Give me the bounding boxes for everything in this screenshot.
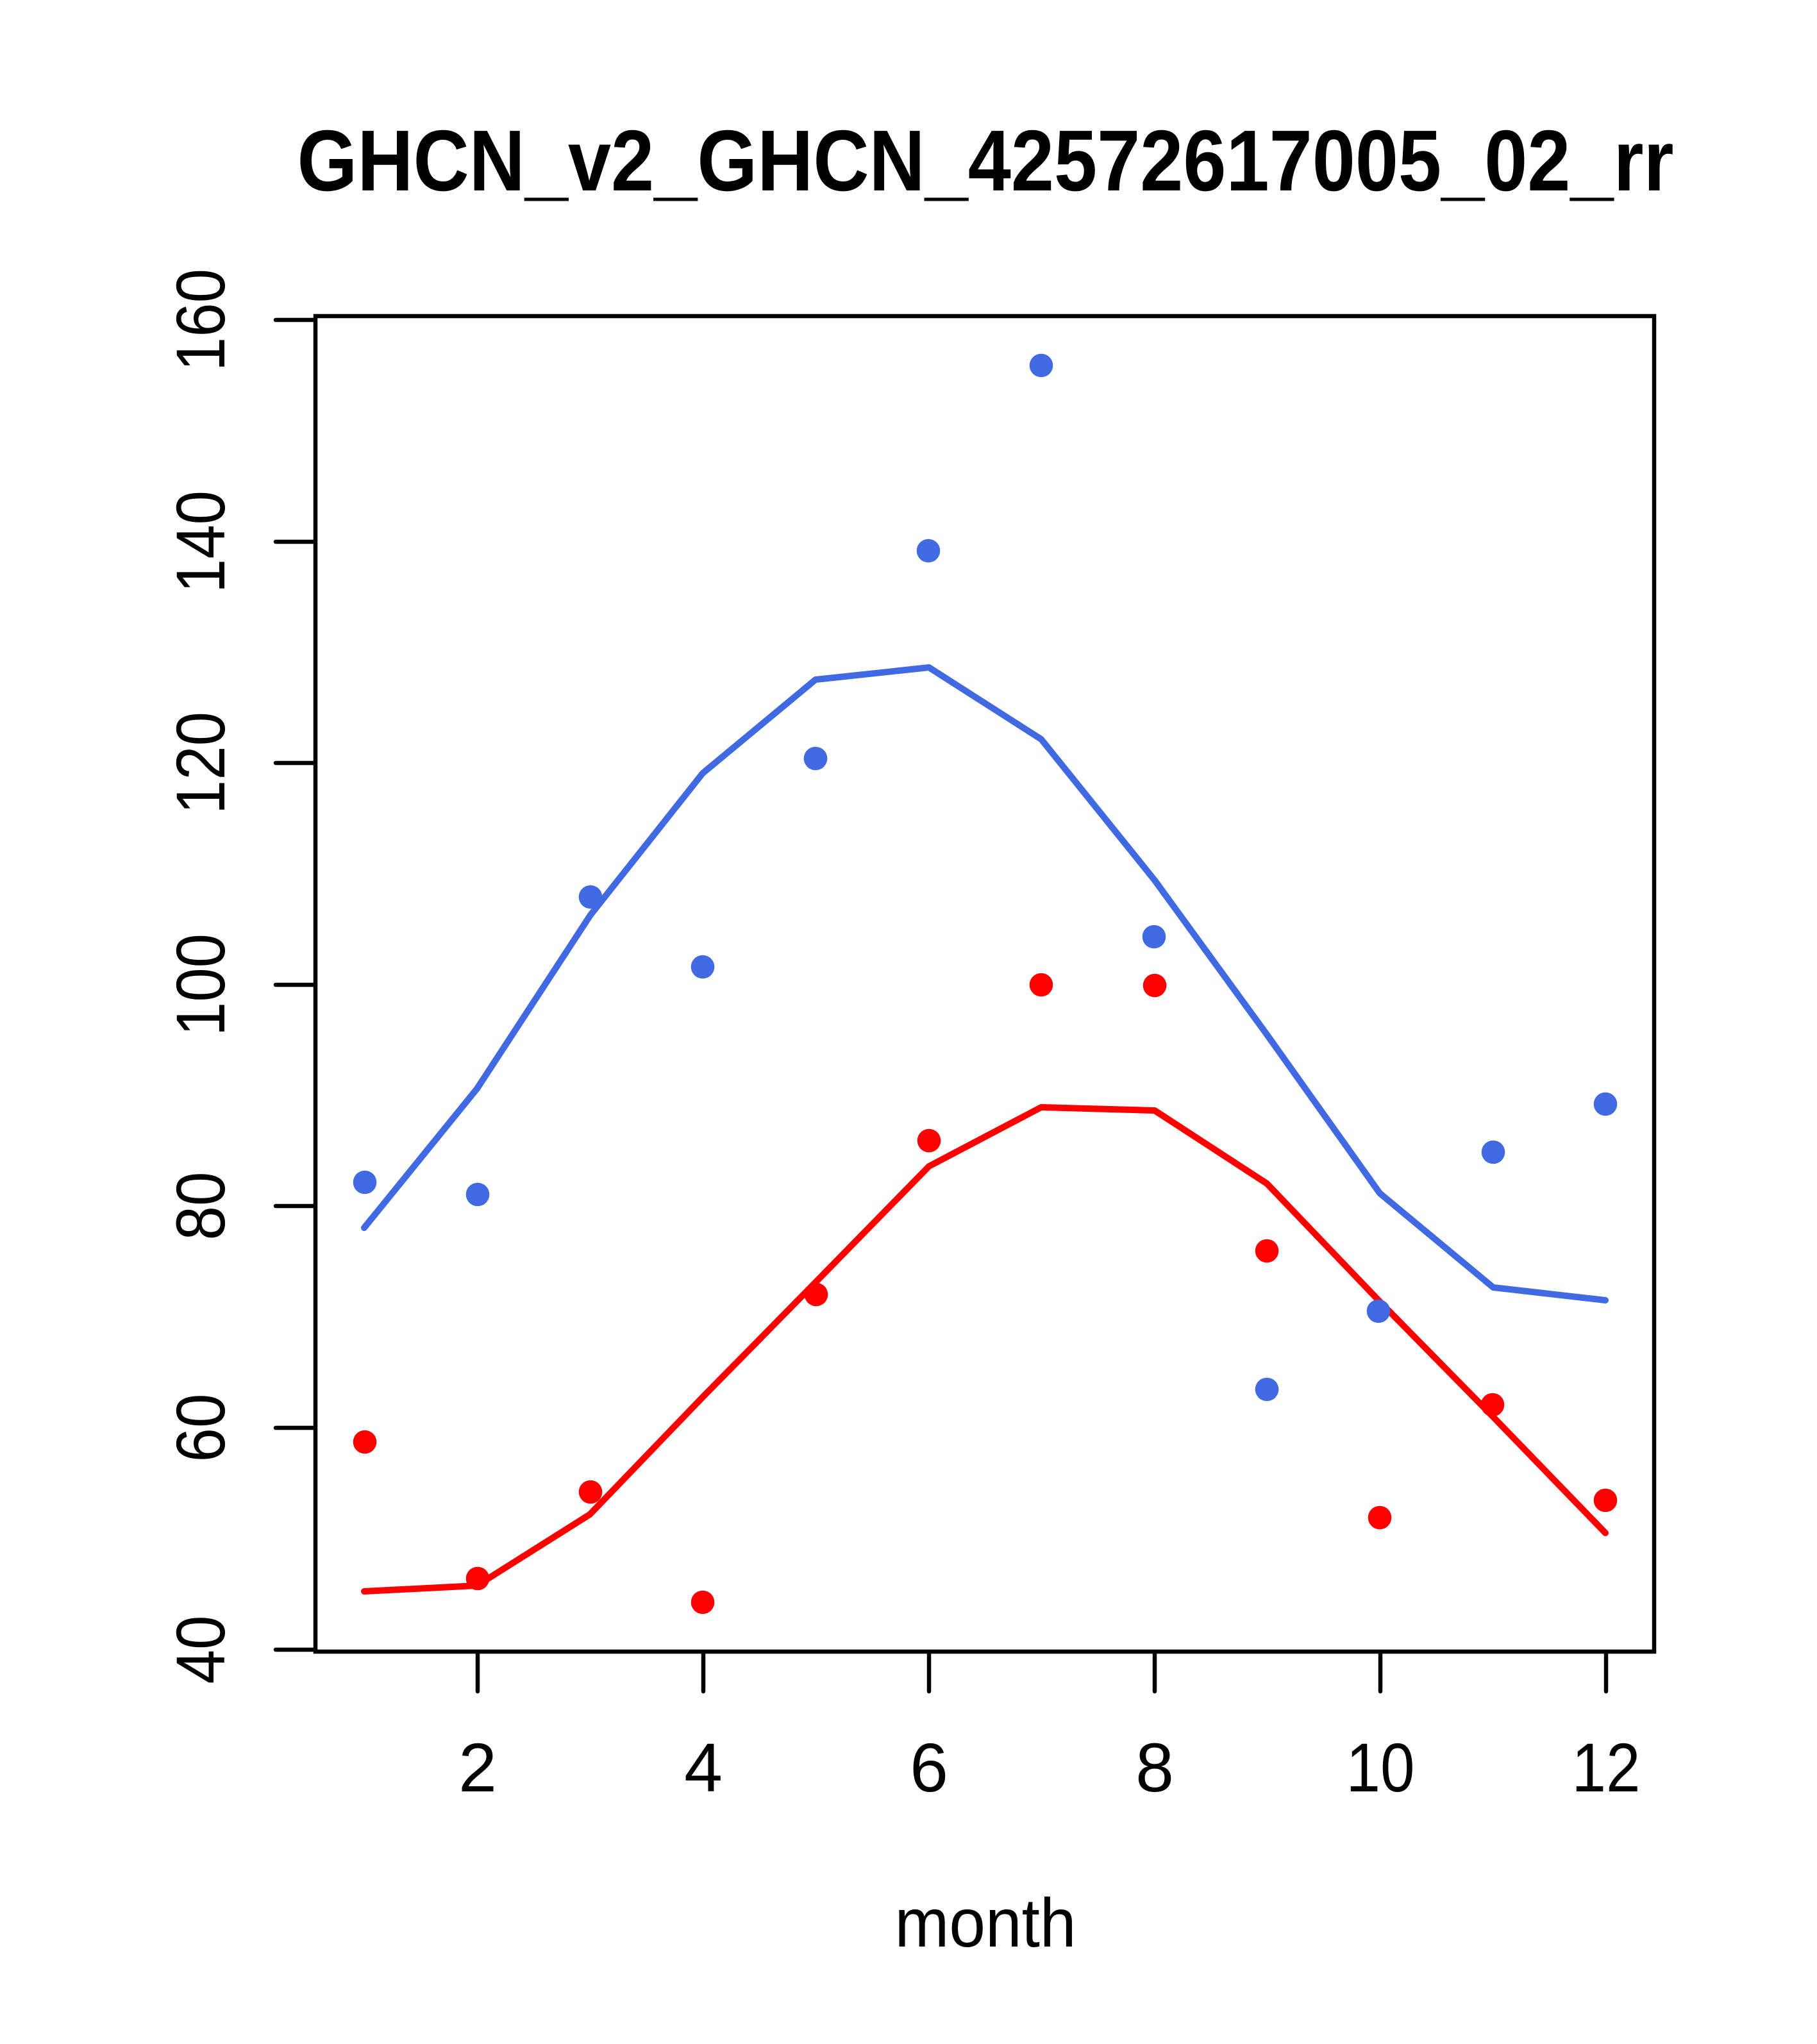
svg-text:80: 80	[162, 1172, 239, 1241]
svg-text:2: 2	[458, 1729, 497, 1806]
svg-text:10: 10	[1346, 1729, 1415, 1806]
svg-text:8: 8	[1135, 1729, 1174, 1806]
svg-text:120: 120	[162, 712, 239, 814]
svg-text:month: month	[895, 1884, 1076, 1961]
svg-text:140: 140	[162, 490, 239, 593]
svg-text:160: 160	[162, 269, 239, 371]
svg-text:12: 12	[1572, 1729, 1641, 1806]
svg-text:GHCN_v2_GHCN_42572617005_02_rr: GHCN_v2_GHCN_42572617005_02_rr	[297, 112, 1674, 209]
svg-text:100: 100	[162, 934, 239, 1036]
svg-text:6: 6	[910, 1729, 948, 1806]
svg-text:40: 40	[162, 1616, 239, 1684]
svg-text:4: 4	[684, 1729, 723, 1806]
svg-text:60: 60	[162, 1394, 239, 1462]
